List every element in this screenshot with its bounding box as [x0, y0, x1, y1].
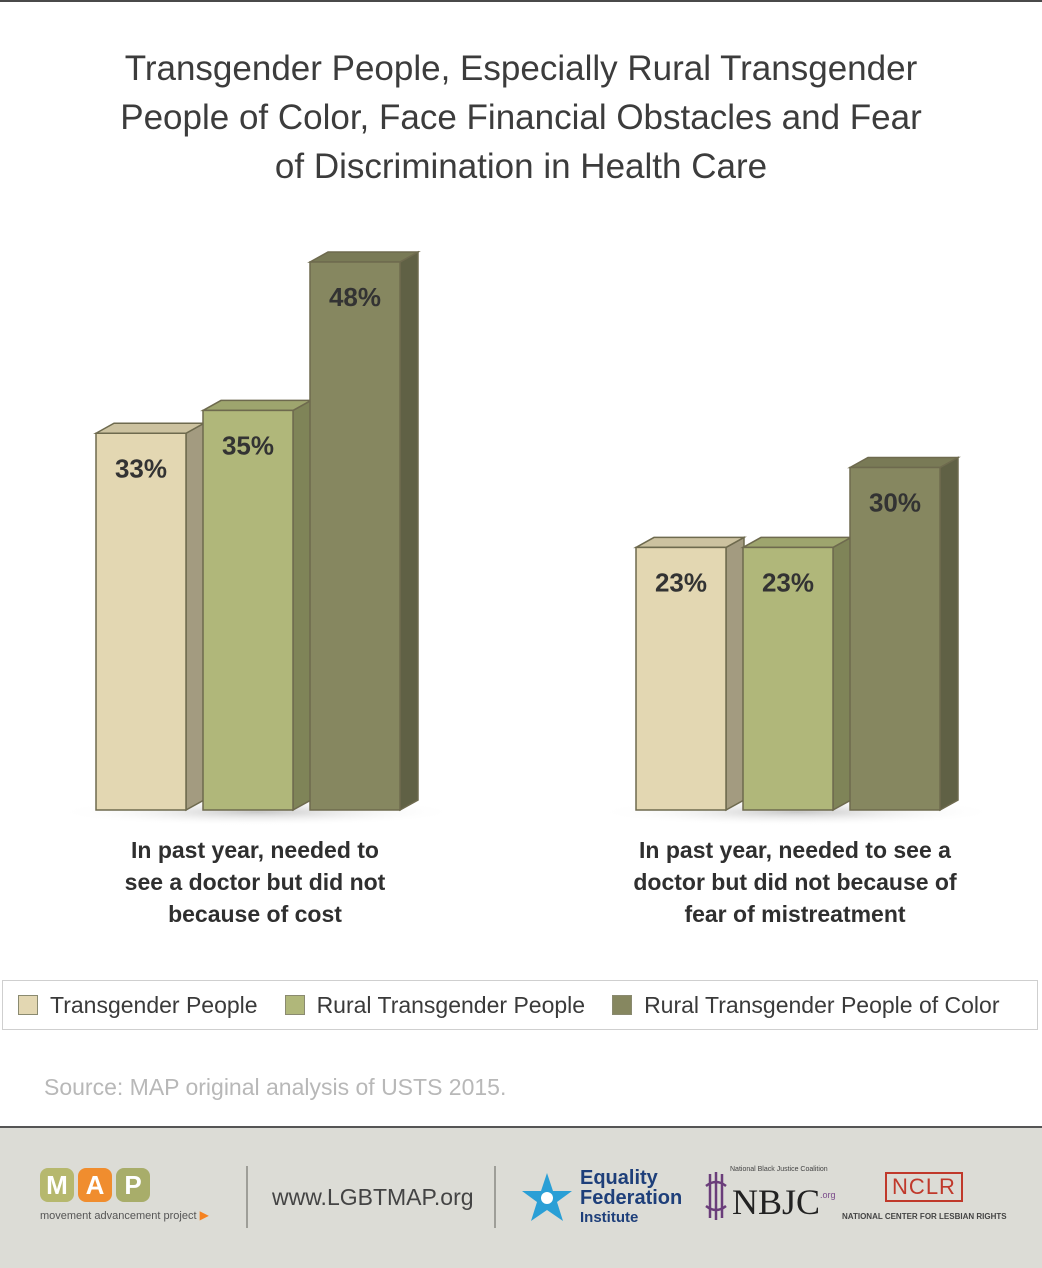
bar [849, 466, 941, 811]
map-letters: M A P [40, 1168, 209, 1202]
website-link[interactable]: www.LGBTMAP.org [272, 1184, 474, 1210]
nclr-subtitle: NATIONAL CENTER FOR LESBIAN RIGHTS [842, 1212, 1007, 1221]
category-label-fear-line-3: fear of mistreatment [684, 901, 906, 927]
map-subtitle: movement advancement project ▶ [40, 1208, 209, 1222]
data-label: 35% [222, 430, 274, 460]
title-line-1: Transgender People, Especially Rural Tra… [124, 49, 918, 88]
map-letter-p: P [116, 1168, 150, 1202]
nclr-logo[interactable]: NCLR NATIONAL CENTER FOR LESBIAN RIGHTS [842, 1172, 1007, 1221]
footer-divider [494, 1166, 496, 1228]
bar-top [740, 536, 854, 549]
bar-top [200, 399, 314, 412]
legend-label: Rural Transgender People of Color [644, 991, 1000, 1018]
category-label-fear-line-1: In past year, needed to see a [639, 837, 951, 863]
legend: Transgender People Rural Transgender Peo… [2, 980, 1038, 1030]
category-label-cost-line-2: see a doctor but did not [124, 869, 386, 895]
legend-label: Rural Transgender People [316, 991, 586, 1018]
legend-item-rural-transgender-people: Rural Transgender People [284, 991, 586, 1019]
data-label: 48% [329, 282, 381, 312]
legend-item-rural-transgender-people-of-color: Rural Transgender People of Color [612, 992, 999, 1019]
efi-line-3: Institute [580, 1209, 639, 1226]
map-letter-m: M [40, 1168, 74, 1202]
equality-federation-text: Equality Federation Institute [580, 1168, 682, 1228]
nbjc-main-text: NBJC [732, 1182, 821, 1222]
top-rule [0, 0, 1042, 2]
legend-swatch [18, 995, 38, 1015]
bar-side [185, 421, 205, 812]
equality-federation-logo[interactable]: Equality Federation Institute [520, 1168, 682, 1228]
nclr-wordmark: NCLR [885, 1172, 963, 1202]
bar-top [847, 456, 961, 469]
map-logo[interactable]: M A P movement advancement project ▶ [40, 1168, 209, 1222]
category-label-fear: In past year, needed to see a doctor but… [610, 834, 980, 930]
map-subtitle-text: movement advancement project [40, 1210, 197, 1222]
nbjc-org-text: .org [820, 1190, 836, 1200]
bar [742, 546, 834, 811]
bar-top [307, 251, 421, 263]
bar [635, 546, 727, 811]
legend-item-transgender-people: Transgender People [18, 992, 258, 1019]
data-label: 23% [655, 567, 707, 597]
star-icon [522, 1173, 572, 1221]
category-label-fear-line-2: doctor but did not because of [633, 869, 957, 895]
bar-chart: 33% 35% 48% 23% 23% 30% [56, 250, 998, 826]
bar-top [633, 536, 747, 549]
chart-title: Transgender People, Especially Rural Tra… [60, 44, 982, 191]
bar [202, 409, 294, 811]
category-label-cost: In past year, needed to see a doctor but… [80, 834, 430, 930]
data-label: 30% [869, 488, 921, 518]
bar-side [399, 250, 419, 812]
footer: M A P movement advancement project ▶ www… [0, 1126, 1042, 1268]
bar-side [725, 536, 745, 812]
category-label-cost-line-3: because of cost [168, 901, 342, 927]
legend-swatch [612, 995, 633, 1015]
data-label: 33% [115, 453, 167, 483]
map-letter-a: A [78, 1168, 112, 1202]
bar-side [939, 456, 959, 812]
bar [309, 261, 401, 811]
source-note: Source: MAP original analysis of USTS 20… [44, 1074, 507, 1100]
efi-line-1: Equality [580, 1167, 658, 1189]
bar-side [832, 536, 852, 812]
bar-top [93, 422, 207, 434]
legend-swatch [284, 995, 305, 1015]
title-line-3: of Discrimination in Health Care [274, 147, 768, 186]
bar-side [292, 399, 312, 812]
legend-label: Transgender People [50, 991, 258, 1018]
nbjc-logo[interactable]: National Black Justice Coalition NBJC .o… [704, 1166, 836, 1222]
nbjc-emblem-icon [705, 1172, 727, 1220]
category-label-cost-line-1: In past year, needed to [131, 837, 379, 863]
footer-divider [246, 1166, 248, 1228]
efi-line-2: Federation [580, 1187, 683, 1209]
title-line-2: People of Color, Face Financial Obstacle… [120, 98, 922, 137]
play-arrow-icon: ▶ [199, 1208, 209, 1222]
data-label: 23% [762, 567, 814, 597]
nbjc-small-text: National Black Justice Coalition [730, 1166, 828, 1173]
bar [95, 432, 187, 811]
